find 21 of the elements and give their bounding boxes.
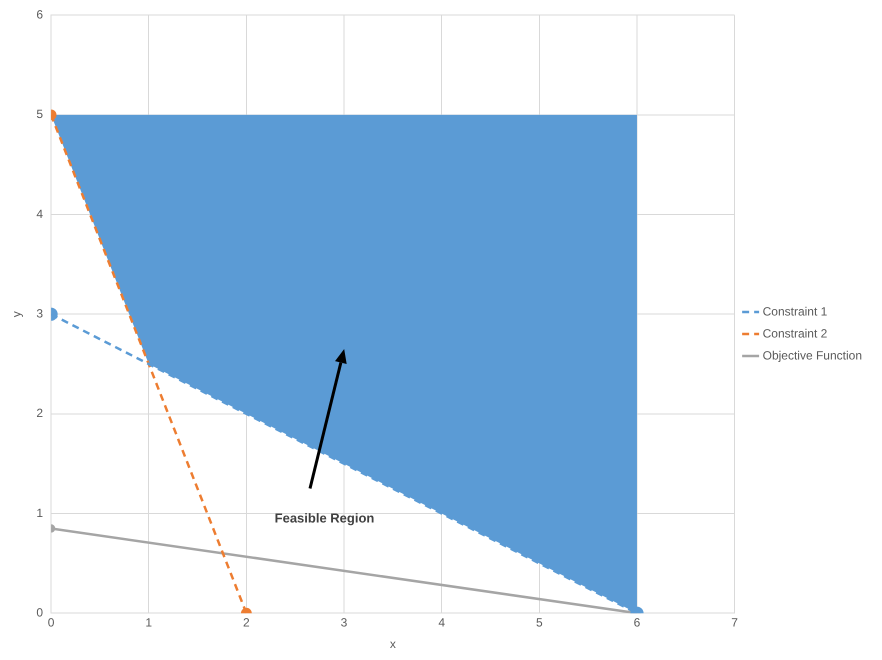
- legend-label: Constraint 1: [762, 304, 828, 318]
- x-axis-title: x: [390, 637, 396, 652]
- legend-label: Objective Function: [762, 348, 862, 362]
- annotation: Feasible Region: [274, 510, 374, 526]
- x-tick-label: 3: [340, 616, 348, 630]
- legend-label: Constraint 2: [762, 326, 828, 340]
- y-tick-label: 5: [36, 107, 44, 122]
- x-tick-label: 6: [634, 616, 641, 630]
- x-tick-label: 2: [243, 616, 250, 630]
- x-tick-label: 7: [731, 616, 738, 630]
- x-tick-label: 1: [145, 616, 152, 630]
- y-tick-label: 6: [36, 8, 44, 22]
- y-tick-label: 3: [36, 306, 44, 321]
- x-tick-label: 4: [438, 616, 446, 630]
- x-tick-label: 0: [48, 616, 55, 630]
- y-tick-label: 4: [36, 206, 44, 221]
- y-tick-label: 1: [36, 506, 44, 520]
- y-tick-label: 2: [36, 406, 44, 420]
- y-tick-label: 0: [36, 606, 44, 620]
- y-axis-title: y: [10, 311, 24, 318]
- x-tick-label: 5: [536, 616, 543, 630]
